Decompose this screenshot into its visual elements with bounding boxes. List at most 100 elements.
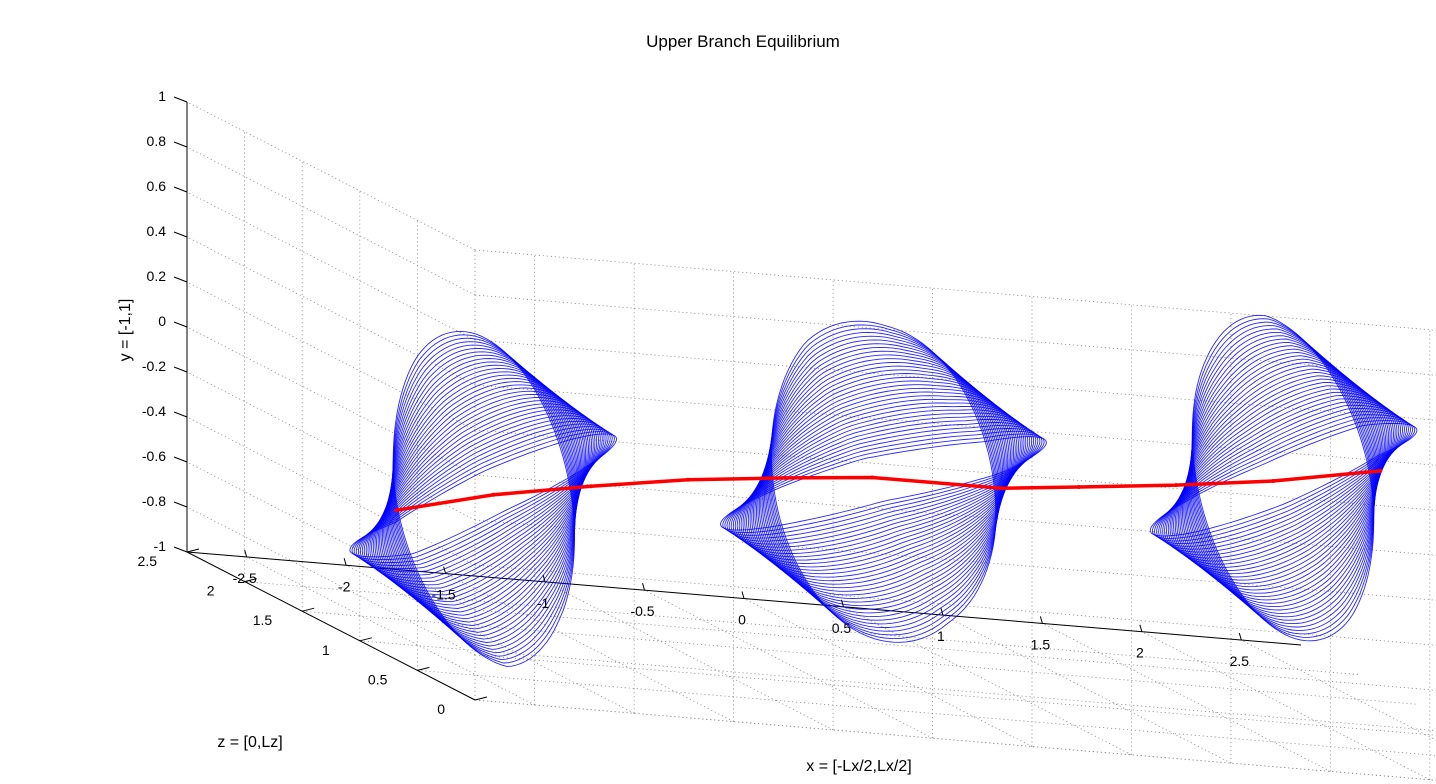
grid-line <box>345 564 635 714</box>
vortex-tube <box>349 330 617 667</box>
grid-line <box>474 699 1436 781</box>
streamline <box>390 351 577 647</box>
x-tick-mark <box>940 607 944 616</box>
streamline <box>760 361 1007 603</box>
grid-line <box>186 101 476 251</box>
streamline <box>726 428 1041 539</box>
y-tick-mark <box>173 321 188 328</box>
x-tick-mark <box>1139 624 1143 632</box>
grid-line <box>474 654 1436 736</box>
streamline <box>376 393 591 603</box>
streamline <box>389 358 578 640</box>
streamline <box>768 331 999 632</box>
x-tick-label: 0 <box>738 612 746 628</box>
streamline <box>361 418 605 576</box>
z-tick-label: 0 <box>437 701 445 717</box>
x-tick-mark <box>840 599 844 607</box>
streamline <box>1190 331 1376 625</box>
streamline <box>740 406 1027 561</box>
y-tick-mark <box>173 276 188 283</box>
y-tick-label: 0.6 <box>147 178 167 194</box>
streamline <box>1173 385 1394 571</box>
axis-tick-labels: -2.5-2-1.5-1-0.500.511.522.5-1-0.8-0.6-0… <box>138 88 1250 717</box>
streamline <box>380 384 587 613</box>
streamline <box>768 335 1000 628</box>
streamline <box>769 328 998 636</box>
streamline <box>758 365 1009 599</box>
streamline <box>1181 365 1385 591</box>
y-tick-mark <box>173 456 188 463</box>
x-tick-label: 0.5 <box>832 620 852 636</box>
vortex-core-point <box>685 477 690 482</box>
streamline <box>734 415 1033 551</box>
streamline <box>367 409 599 586</box>
streamline <box>1183 361 1384 594</box>
streamline <box>1185 355 1382 601</box>
y-tick-mark <box>173 366 188 373</box>
y-tick-mark <box>173 141 188 148</box>
y-tick-label: 0.4 <box>147 223 167 239</box>
streamline <box>732 418 1035 548</box>
x-tick-label: 2 <box>1136 645 1144 661</box>
y-tick-label: 0 <box>158 313 166 329</box>
vortex-core-point <box>870 475 875 480</box>
vortex-core-point <box>1378 468 1383 473</box>
streamline <box>1158 411 1409 547</box>
streamline <box>1177 375 1390 581</box>
vortex-core-point <box>1271 479 1276 483</box>
streamline <box>363 415 603 579</box>
streamline <box>763 350 1004 614</box>
y-tick-label: 0.8 <box>147 133 167 149</box>
x-tick-label: -1.5 <box>432 587 456 603</box>
y-tick-mark <box>173 186 188 193</box>
chart-title: Upper Branch Equilibrium <box>646 32 840 51</box>
streamline <box>747 391 1020 575</box>
streamline <box>722 433 1045 534</box>
grid-line <box>417 670 1436 756</box>
streamline <box>765 346 1002 618</box>
y-tick-label: -0.8 <box>142 493 166 509</box>
streamline <box>736 412 1031 554</box>
streamline <box>351 431 615 561</box>
y-tick-mark <box>173 411 188 418</box>
vortex-core-point <box>588 484 593 489</box>
streamline <box>1187 348 1380 608</box>
x-tick-mark <box>343 558 347 566</box>
streamline <box>392 330 575 667</box>
streamline <box>1179 371 1388 584</box>
x-tick-label: -2.5 <box>233 570 257 586</box>
streamline <box>751 384 1016 582</box>
z-axis-label: z = [0,Lz] <box>217 734 282 751</box>
vortex-core-point <box>1076 485 1081 489</box>
streamline <box>770 320 997 643</box>
vortex-core-point <box>999 486 1004 491</box>
streamline <box>1151 420 1416 539</box>
x-tick-label: -0.5 <box>630 603 654 619</box>
vortex-core-point <box>394 508 399 513</box>
y-tick-label: -0.2 <box>142 358 166 374</box>
vortex-core-point <box>491 492 496 497</box>
streamline <box>1171 388 1396 568</box>
streamline <box>1191 325 1375 631</box>
streamline <box>1190 335 1377 621</box>
x-tick-label: 1.5 <box>1031 636 1051 652</box>
streamline <box>1149 422 1418 537</box>
streamline <box>749 387 1018 578</box>
streamline <box>391 344 576 654</box>
streamline <box>728 425 1039 542</box>
streamline <box>391 348 576 650</box>
z-tick-label: 1.5 <box>253 612 273 628</box>
streamline <box>349 433 617 558</box>
z-tick-mark <box>186 548 200 553</box>
streamline <box>386 368 581 630</box>
grid-line <box>942 614 1232 764</box>
streamline <box>388 361 579 637</box>
x-axis-label: x = [-Lx/2,Lx/2] <box>806 758 911 775</box>
grid-line <box>474 384 1436 466</box>
x-tick-label: 1 <box>937 628 945 644</box>
streamline <box>720 436 1047 531</box>
grid-line <box>843 606 1132 756</box>
grid-line <box>474 249 1436 331</box>
vortex-tube <box>1149 314 1418 642</box>
